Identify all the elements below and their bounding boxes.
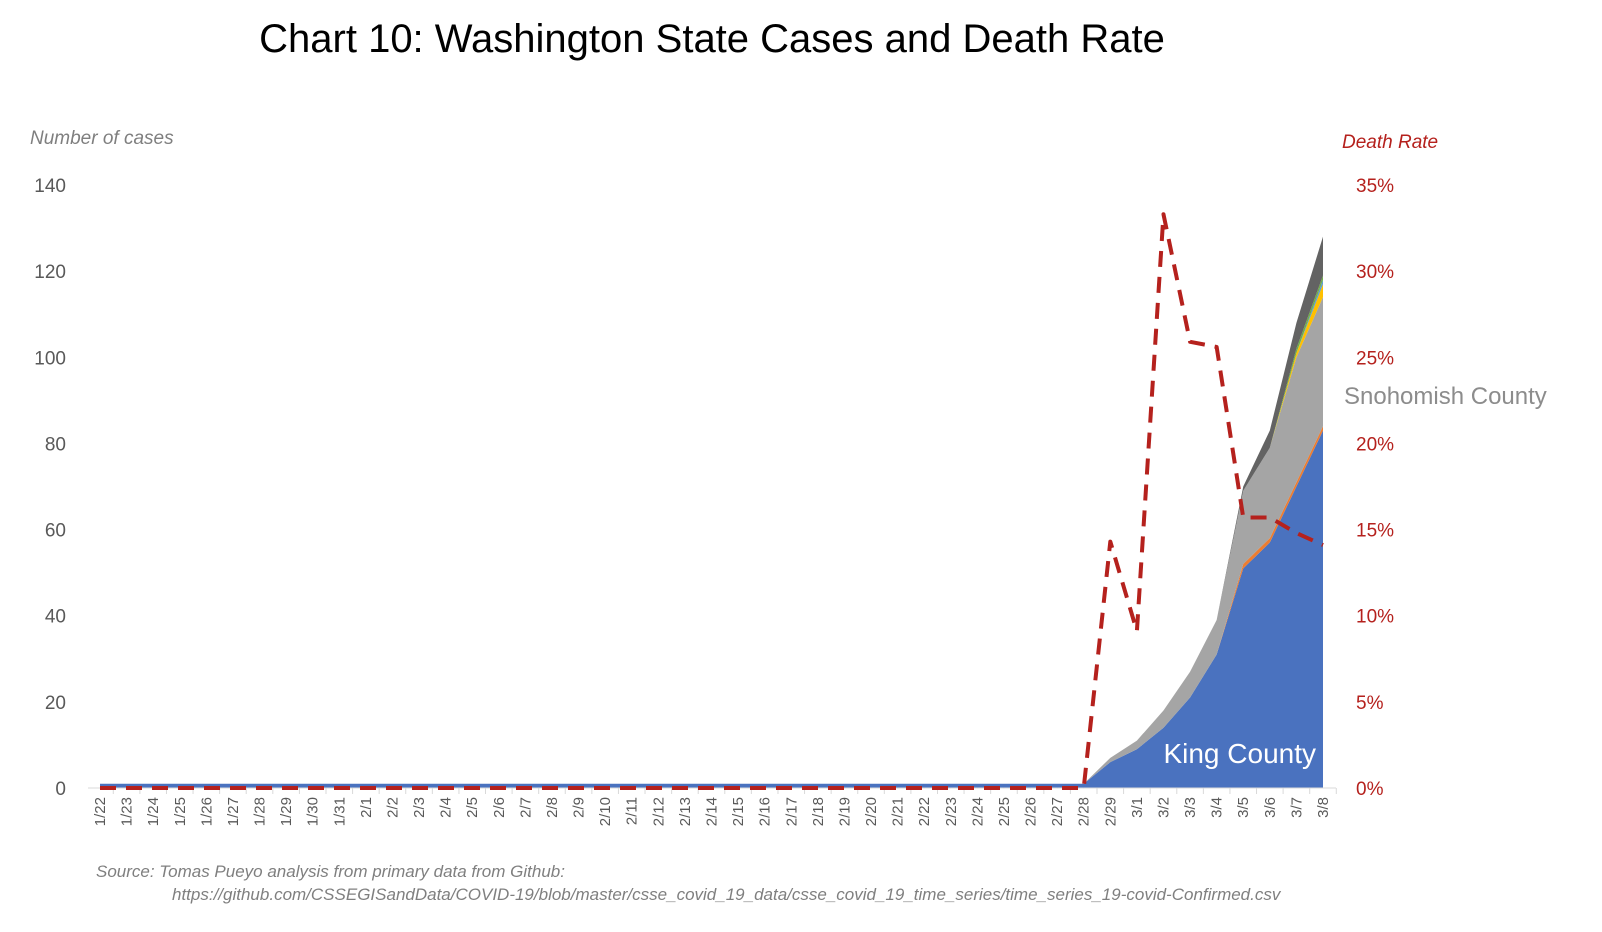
x-tick-label: 2/3 xyxy=(411,797,428,818)
x-tick-label: 3/7 xyxy=(1288,797,1305,818)
x-tick-label: 2/25 xyxy=(996,797,1013,826)
x-tick-label: 1/24 xyxy=(145,797,162,826)
area-series-other-4 xyxy=(100,279,1323,784)
x-tick-label: 2/8 xyxy=(544,797,561,818)
x-tick-label: 1/22 xyxy=(92,797,109,826)
x-tick-label: 2/7 xyxy=(517,797,534,818)
y-tick-label: 40 xyxy=(45,607,66,628)
area-series-king-county xyxy=(100,430,1323,788)
x-tick-label: 1/25 xyxy=(172,797,189,826)
death-rate-series xyxy=(99,212,1324,790)
area-series-other-6 xyxy=(100,236,1323,784)
y-tick-label: 20 xyxy=(45,693,66,714)
y-tick-label: 60 xyxy=(45,521,66,542)
y2-tick-label: 15% xyxy=(1356,521,1394,542)
x-tick-label: 2/12 xyxy=(650,797,667,826)
x-tick-label: 2/13 xyxy=(677,797,694,826)
y-tick-label: 80 xyxy=(45,434,66,455)
x-tick-label: 2/4 xyxy=(438,797,455,818)
x-tick-label: 3/6 xyxy=(1262,797,1279,818)
x-tick-label: 2/19 xyxy=(836,797,853,826)
source-line-1: Source: Tomas Pueyo analysis from primar… xyxy=(96,862,565,881)
annotation-snohomish-county: Snohomish County xyxy=(1344,383,1547,410)
x-tick-label: 2/23 xyxy=(943,797,960,826)
x-tick-label: 2/29 xyxy=(1102,797,1119,826)
x-tick-label: 2/22 xyxy=(916,797,933,826)
x-tick-label: 2/5 xyxy=(464,797,481,818)
x-tick-label: 2/9 xyxy=(571,797,588,818)
x-tick-label: 2/28 xyxy=(1076,797,1093,826)
x-tick-label: 2/15 xyxy=(730,797,747,826)
chart-title: Chart 10: Washington State Cases and Dea… xyxy=(259,17,1165,61)
y-tick-label: 140 xyxy=(34,176,66,197)
x-tick-label: 2/27 xyxy=(1049,797,1066,826)
x-tick-label: 2/11 xyxy=(624,797,641,825)
y-tick-label: 100 xyxy=(34,348,66,369)
x-tick-label: 3/1 xyxy=(1129,797,1146,818)
y2-tick-label: 25% xyxy=(1356,348,1394,369)
y2-tick-label: 0% xyxy=(1356,779,1384,800)
y2-tick-label: 30% xyxy=(1356,262,1394,283)
x-tick-label: 2/17 xyxy=(783,797,800,826)
x-tick-label: 1/31 xyxy=(331,797,348,826)
x-tick-label: 2/10 xyxy=(597,797,614,826)
y2-tick-labels: 0% 5% 10% 15% 20% 25% 30% 35% xyxy=(1356,176,1394,800)
y-tick-labels: 0 20 40 60 80 100 120 140 xyxy=(34,176,66,800)
y2-axis-label: Death Rate xyxy=(1342,132,1438,153)
x-tick-label: 2/20 xyxy=(863,797,880,826)
area-series-other-1 xyxy=(100,426,1323,784)
x-tick-label: 2/1 xyxy=(358,797,375,818)
y-tick-label: 120 xyxy=(34,262,66,283)
x-tick-label: 2/2 xyxy=(384,797,401,818)
x-tick-label: 2/16 xyxy=(757,797,774,826)
x-tick-label: 2/14 xyxy=(704,797,721,826)
x-tick-label: 1/29 xyxy=(278,797,295,826)
x-tick-labels: 1/22 1/23 1/24 1/25 1/26 1/27 1/28 1/29 1/30 1/31… xyxy=(92,788,1337,826)
x-tick-label: 1/26 xyxy=(198,797,215,826)
x-tick-label: 3/4 xyxy=(1209,797,1226,818)
area-series-snohomish-county xyxy=(100,296,1323,784)
y2-tick-label: 20% xyxy=(1356,434,1394,455)
x-tick-label: 3/8 xyxy=(1315,797,1332,818)
x-tick-label: 2/21 xyxy=(890,797,907,826)
x-tick-label: 2/6 xyxy=(491,797,508,818)
x-tick-label: 3/2 xyxy=(1155,797,1172,818)
area-series-other-5 xyxy=(100,275,1323,784)
x-tick-label: 2/24 xyxy=(969,797,986,826)
y2-tick-label: 10% xyxy=(1356,607,1394,628)
y-axis-label: Number of cases xyxy=(30,128,174,149)
x-tick-label: 1/27 xyxy=(225,797,242,826)
x-tick-label: 2/26 xyxy=(1023,797,1040,826)
x-tick-label: 1/30 xyxy=(305,797,322,826)
y2-tick-label: 35% xyxy=(1356,176,1394,197)
stacked-areas xyxy=(100,236,1323,788)
source-line-2: https://github.com/CSSEGISandData/COVID-… xyxy=(172,885,1282,904)
y-tick-label: 0 xyxy=(55,779,66,800)
x-tick-label: 2/18 xyxy=(810,797,827,826)
x-tick-label: 1/28 xyxy=(252,797,269,826)
x-tick-label: 1/23 xyxy=(119,797,136,826)
annotation-king-county: King County xyxy=(1163,738,1316,769)
y2-tick-label: 5% xyxy=(1356,693,1384,714)
x-tick-label: 3/5 xyxy=(1235,797,1252,818)
x-tick-label: 3/3 xyxy=(1182,797,1199,818)
area-series-other-3 xyxy=(100,284,1323,784)
death-rate-line xyxy=(100,212,1324,790)
